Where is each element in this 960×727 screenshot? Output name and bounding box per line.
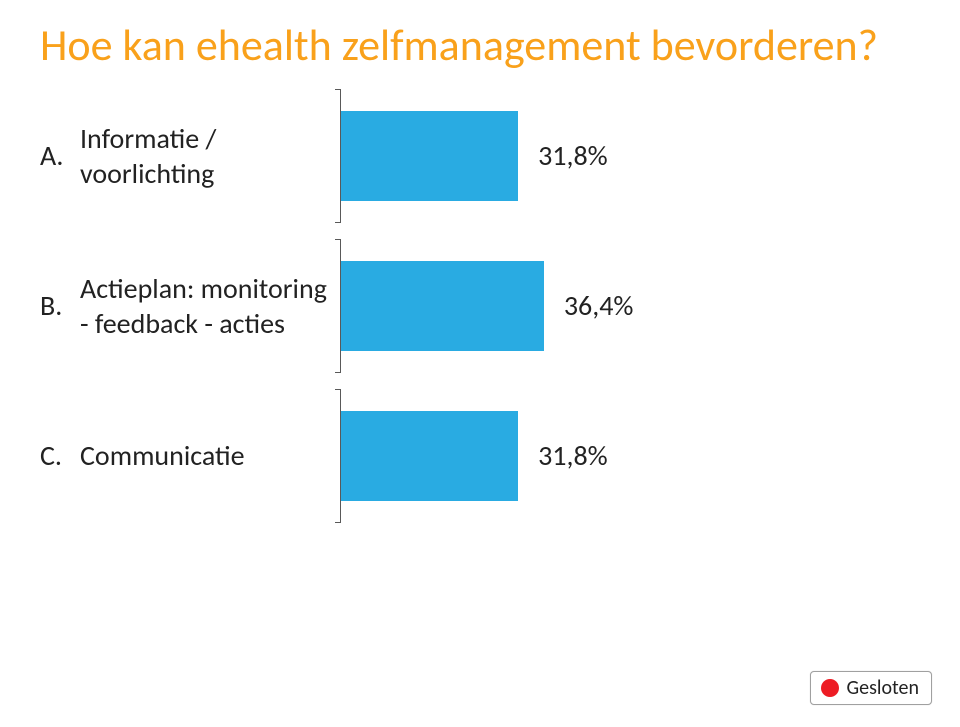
bar-value: 36,4% <box>564 288 634 323</box>
axis-tick <box>335 389 340 390</box>
slide: Hoe kan ehealth zelfmanagement bevordere… <box>0 0 960 727</box>
axis-line <box>340 389 341 523</box>
chart-row: B. Actieplan: monitoring - feedback - ac… <box>40 251 920 361</box>
axis-tick <box>335 372 340 373</box>
bar-value: 31,8% <box>538 438 608 473</box>
row-label: C. Communicatie <box>40 438 340 473</box>
row-label-text: Actieplan: monitoring - feedback - actie… <box>80 271 330 341</box>
axis-line <box>340 239 341 373</box>
bar <box>340 261 544 351</box>
row-label-text: Informatie / voorlichting <box>80 121 330 191</box>
axis-tick <box>335 89 340 90</box>
chart-row: A. Informatie / voorlichting 31,8% <box>40 101 920 211</box>
axis-tick <box>335 522 340 523</box>
bar-value: 31,8% <box>538 138 608 173</box>
row-letter: A. <box>40 138 80 173</box>
bar <box>340 111 518 201</box>
axis-tick <box>335 239 340 240</box>
status-label: Gesloten <box>847 676 919 700</box>
axis-line <box>340 89 341 223</box>
row-letter: C. <box>40 438 80 473</box>
row-label: B. Actieplan: monitoring - feedback - ac… <box>40 271 340 341</box>
status-badge: Gesloten <box>810 671 932 705</box>
row-letter: B. <box>40 288 80 323</box>
bar-area: 36,4% <box>340 251 920 361</box>
bar <box>340 411 518 501</box>
axis-tick <box>335 222 340 223</box>
chart-row: C. Communicatie 31,8% <box>40 401 920 511</box>
row-label-text: Communicatie <box>80 438 245 473</box>
page-title: Hoe kan ehealth zelfmanagement bevordere… <box>40 20 920 71</box>
bar-area: 31,8% <box>340 401 920 511</box>
status-dot-icon <box>821 679 839 697</box>
bar-area: 31,8% <box>340 101 920 211</box>
row-label: A. Informatie / voorlichting <box>40 121 340 191</box>
